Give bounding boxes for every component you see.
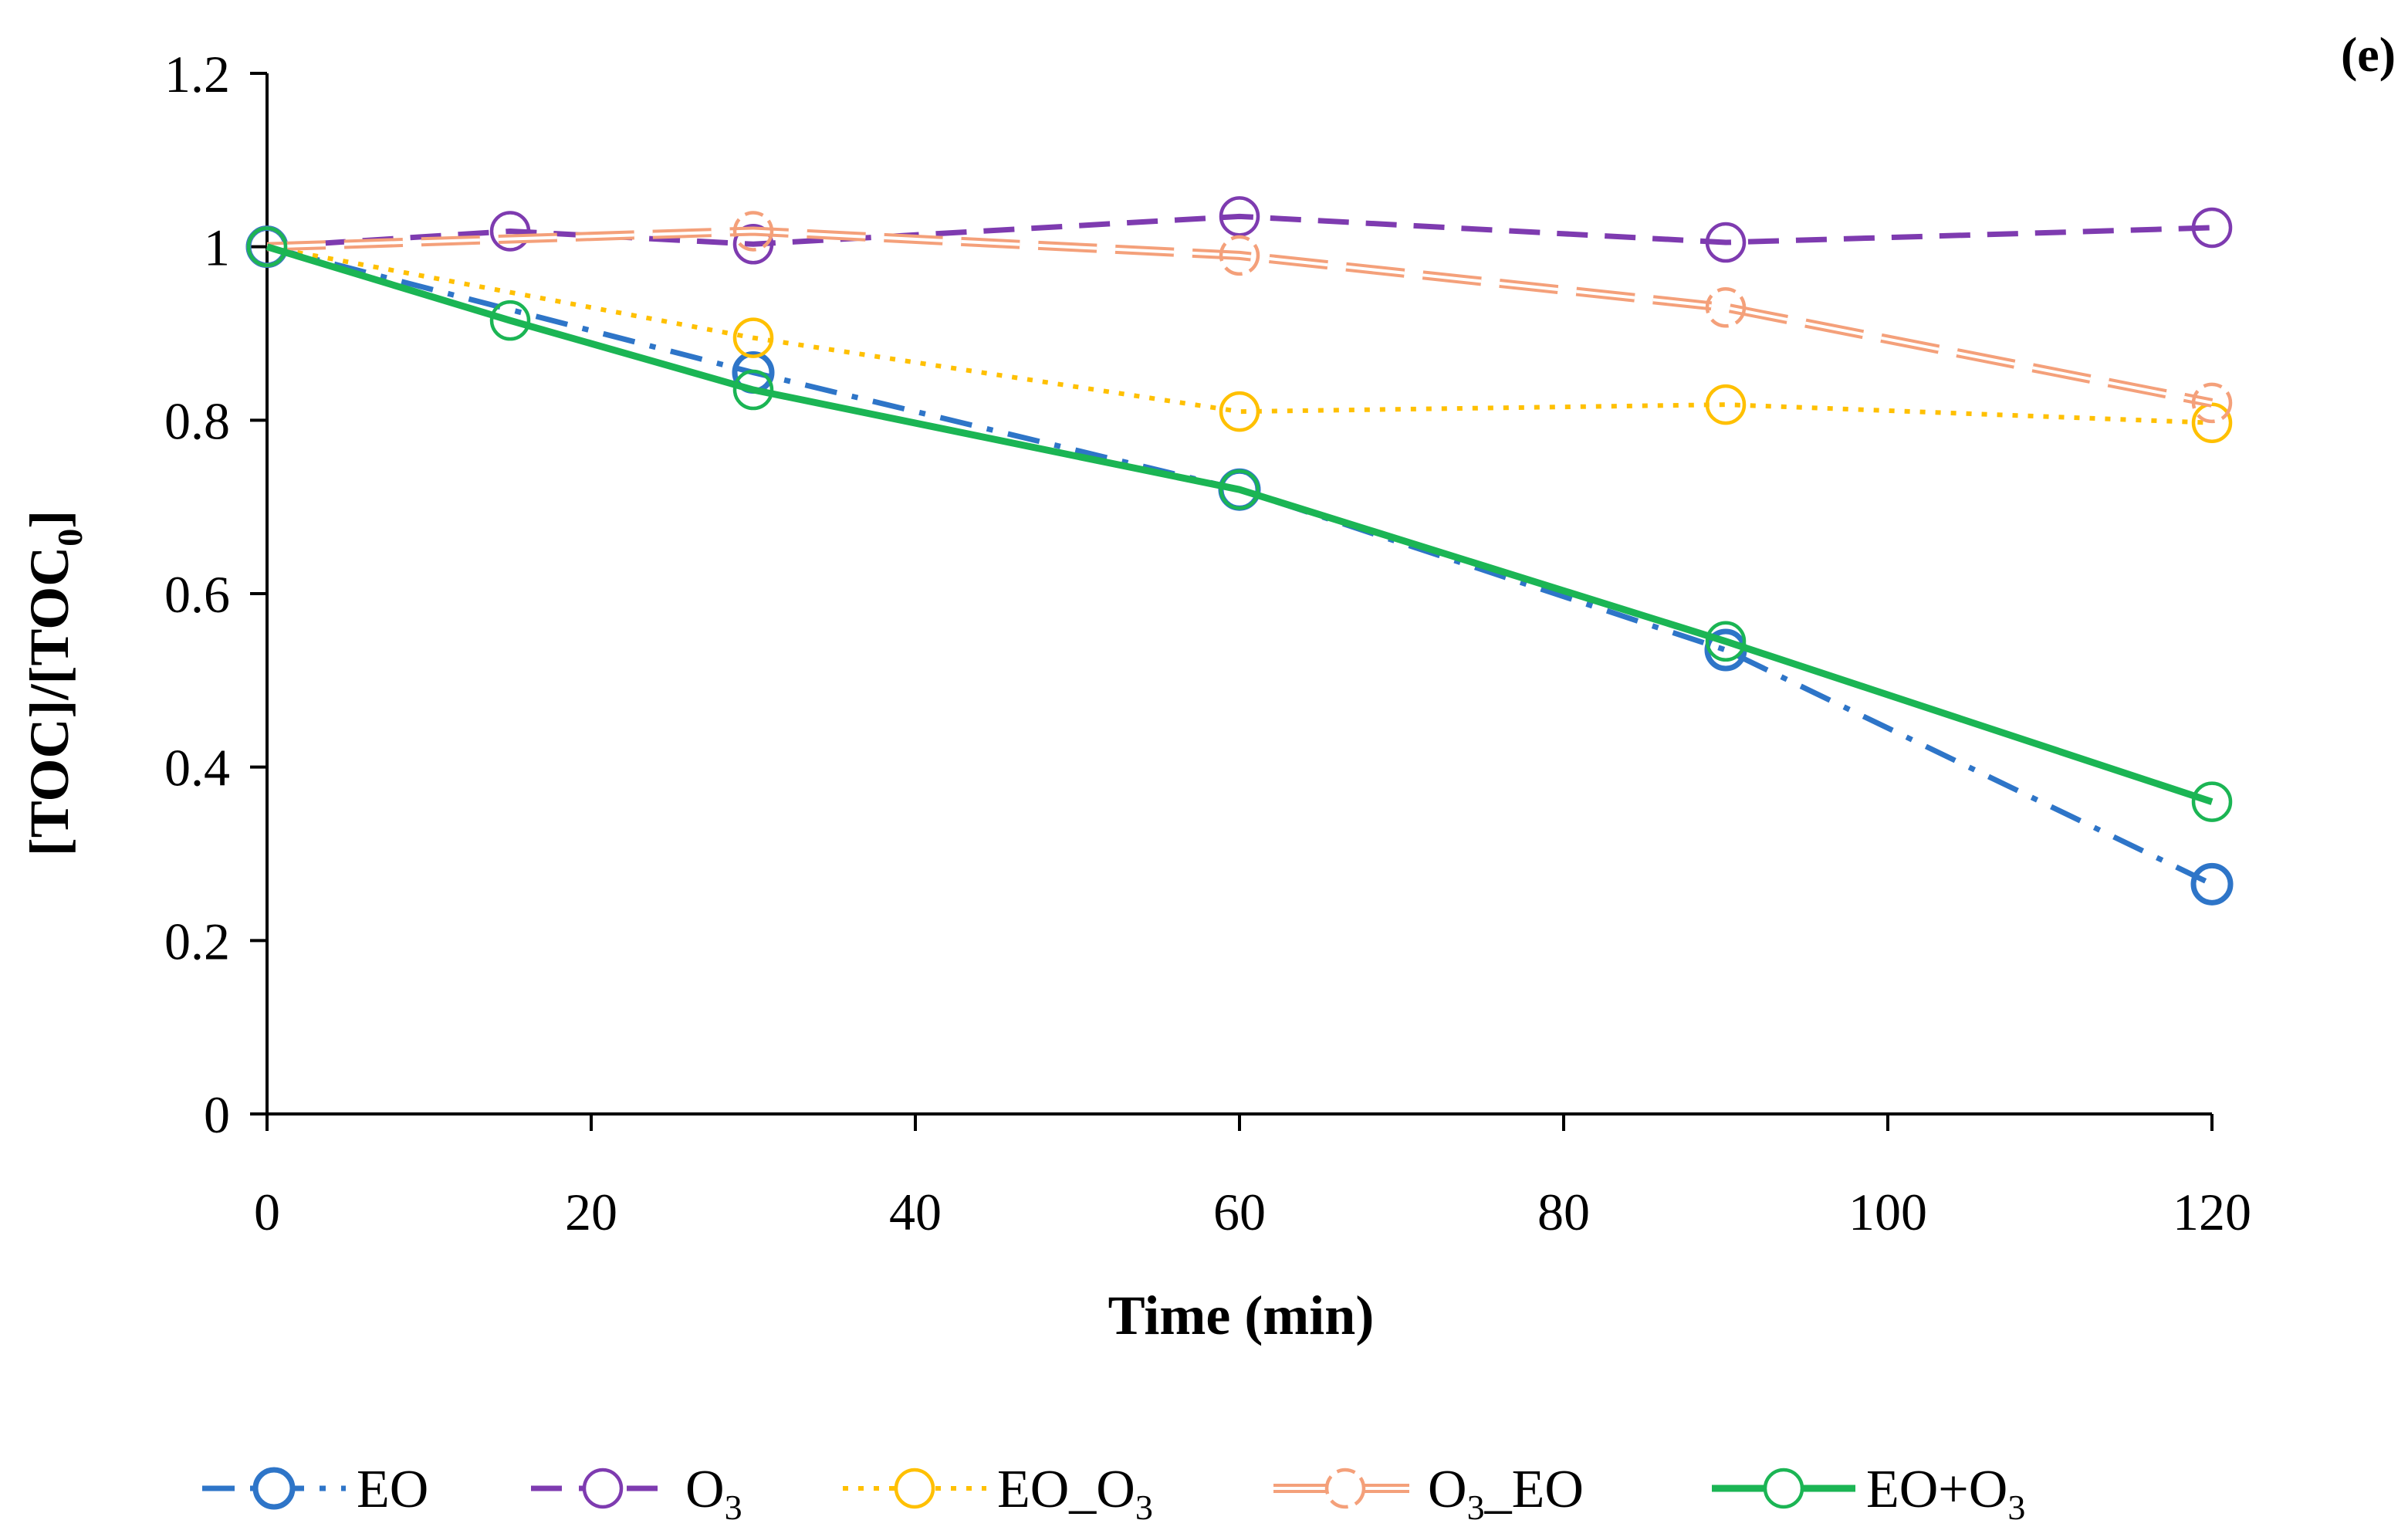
y-tick-label: 0.6 bbox=[164, 565, 230, 624]
series-line bbox=[265, 243, 2214, 805]
legend-item-EO: EO bbox=[202, 1460, 428, 1519]
series-group bbox=[245, 196, 2234, 906]
data-point bbox=[1705, 384, 1747, 425]
series-line-inner bbox=[266, 229, 2213, 405]
y-tick-label: 1 bbox=[204, 218, 230, 277]
y-tick-label: 0 bbox=[204, 1085, 230, 1144]
data-point bbox=[1219, 469, 1260, 510]
x-tick-label: 0 bbox=[254, 1183, 280, 1241]
x-tick-label: 80 bbox=[1537, 1183, 1590, 1241]
legend-item-O3: O3 bbox=[531, 1460, 742, 1527]
legend-label: EO+O3 bbox=[1866, 1460, 2025, 1527]
series-EO+O3 bbox=[246, 226, 2233, 822]
data-point bbox=[2191, 781, 2233, 822]
y-tick-label: 0.8 bbox=[164, 391, 230, 450]
legend-label: EO_O3 bbox=[997, 1460, 1153, 1527]
y-axis-title-sub: 0 bbox=[50, 529, 90, 547]
data-point bbox=[2191, 207, 2233, 249]
legend-marker bbox=[894, 1468, 935, 1509]
data-point bbox=[1705, 222, 1747, 263]
data-point bbox=[246, 226, 288, 267]
legend-label: O3 bbox=[685, 1460, 742, 1527]
x-tick-label: 100 bbox=[1848, 1183, 1927, 1241]
x-tick-label: 60 bbox=[1213, 1183, 1266, 1241]
data-point bbox=[1219, 235, 1260, 276]
x-axis-title: Time (min) bbox=[1108, 1285, 1375, 1346]
y-tick-label: 0.2 bbox=[164, 912, 230, 970]
legend-marker bbox=[1324, 1468, 1366, 1509]
y-axis-title-main: [TOC]/[TOC bbox=[19, 547, 80, 856]
data-point bbox=[732, 369, 774, 411]
data-point bbox=[2191, 382, 2233, 424]
legend-marker bbox=[1763, 1468, 1804, 1509]
legend-item-O3_EO: O3_EO bbox=[1273, 1460, 1584, 1527]
data-point bbox=[489, 300, 531, 341]
data-point bbox=[2191, 402, 2233, 443]
legend-label: O3_EO bbox=[1428, 1460, 1584, 1527]
legend-item-EO+O3: EO+O3 bbox=[1712, 1460, 2025, 1527]
x-tick-label: 40 bbox=[889, 1183, 942, 1241]
data-point bbox=[489, 211, 531, 252]
series-line bbox=[266, 213, 2213, 250]
data-point bbox=[1705, 621, 1747, 662]
panel-label: (e) bbox=[2341, 27, 2396, 82]
legend-marker bbox=[582, 1468, 624, 1509]
x-tick-label: 20 bbox=[565, 1183, 617, 1241]
data-point bbox=[1219, 196, 1260, 237]
legend-item-EO_O3: EO_O3 bbox=[843, 1460, 1153, 1527]
data-point bbox=[2190, 862, 2234, 906]
y-tick-label: 1.2 bbox=[164, 45, 230, 103]
data-point bbox=[1705, 287, 1747, 328]
legend: EO O3 EO_O3 O3_EO EO+O3 bbox=[202, 1460, 2025, 1527]
axes: 0 20 40 60 80 100 120 0 0.2 0.4 0.6 0.8 1 1.2 bbox=[164, 45, 2251, 1241]
data-point bbox=[732, 317, 774, 358]
data-point bbox=[732, 211, 774, 252]
data-point bbox=[1219, 391, 1260, 432]
y-axis-title-end: ] bbox=[19, 510, 80, 529]
data-point bbox=[732, 224, 774, 265]
legend-marker bbox=[252, 1467, 296, 1510]
legend-label: EO bbox=[357, 1460, 428, 1519]
y-axis-title: [TOC]/[TOC0] bbox=[19, 510, 90, 856]
x-tick-label: 120 bbox=[2173, 1183, 2251, 1241]
y-tick-label: 0.4 bbox=[164, 739, 230, 797]
series-EO_O3 bbox=[246, 226, 2233, 443]
